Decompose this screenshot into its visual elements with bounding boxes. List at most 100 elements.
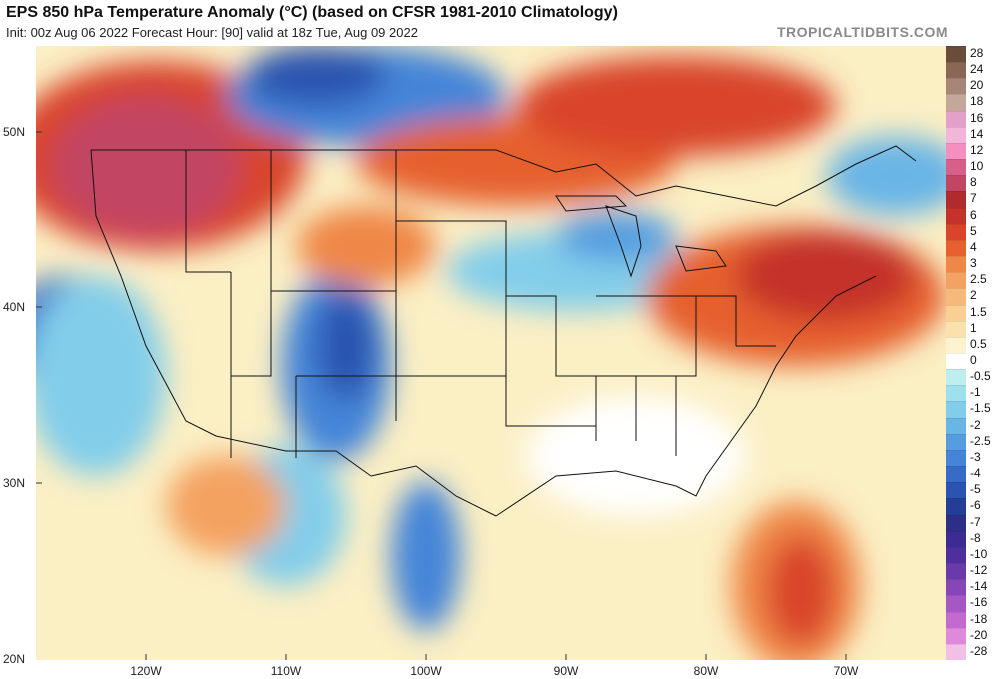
colorbar-label: -12 [970, 563, 988, 578]
colorbar-label: -28 [970, 643, 988, 658]
colorbar-swatch [946, 433, 966, 450]
lat-label-50n: 50N [3, 125, 26, 139]
colorbar-swatch [946, 595, 966, 612]
colorbar-label: 20 [970, 78, 984, 93]
colorbar-swatch [946, 401, 966, 418]
colorbar-entry: 8 [946, 175, 1000, 192]
colorbar-entry: 1.5 [946, 304, 1000, 321]
colorbar-entry: 5 [946, 223, 1000, 240]
colorbar-entry: -1 [946, 385, 1000, 402]
colorbar-swatch [946, 223, 966, 240]
colorbar-swatch [946, 449, 966, 467]
colorbar-label: -0.5 [970, 369, 991, 384]
colorbar-swatch [946, 353, 966, 370]
colorbar-entry: 24 [946, 62, 1000, 79]
colorbar-entry: 18 [946, 94, 1000, 111]
colorbar-swatch [946, 579, 966, 596]
lon-label-100w: 100W [410, 664, 442, 678]
cool-anomaly-mexico [391, 481, 461, 631]
colorbar-label: -7 [970, 514, 981, 529]
site-brand: TROPICALTIDBITS.COM [776, 24, 948, 40]
anomaly-shading [36, 46, 946, 660]
graticule-ticks [36, 131, 847, 660]
colorbar-label: 12 [970, 142, 984, 157]
colorbar-label: 1 [970, 320, 977, 335]
colorbar-entry: 4 [946, 239, 1000, 257]
colorbar-label: 7 [970, 191, 977, 206]
colorbar-swatch [946, 385, 966, 402]
colorbar-swatch [946, 643, 966, 660]
colorbar-label: -2 [970, 417, 981, 432]
colorbar-swatch [946, 498, 966, 515]
colorbar-entry: 3 [946, 256, 1000, 273]
colorbar-swatch [946, 417, 966, 434]
lake-erie [675, 245, 727, 272]
colorbar-label: 6 [970, 207, 977, 222]
warm-anomaly-rockies [296, 206, 436, 286]
colorbar-swatch [946, 239, 966, 257]
colorbar-entry: 16 [946, 110, 1000, 127]
colorbar-entry: -10 [946, 546, 1000, 564]
lon-label-80w: 80W [693, 664, 719, 678]
cool-anomaly-maritimes [826, 136, 946, 216]
political-borders [90, 145, 917, 517]
lat-label-40n: 40N [3, 300, 26, 314]
colorbar-label: 8 [970, 175, 977, 190]
colorbar-swatch [946, 288, 966, 305]
colorbar-swatch [946, 159, 966, 176]
colorbar-label: 2.5 [970, 272, 987, 287]
colorbar-label: 18 [970, 94, 984, 109]
colorbar-label: 3 [970, 256, 977, 271]
warm-core-northeast [736, 231, 916, 321]
colorbar-entry: -1.5 [946, 401, 1000, 418]
colorbar-entry: -16 [946, 595, 1000, 612]
colorbar-entry: -5 [946, 482, 1000, 499]
colorbar-label: -4 [970, 466, 981, 481]
colorbar-label: 0 [970, 353, 977, 367]
colorbar-swatch [946, 207, 966, 224]
warm-core-atlantic [766, 536, 836, 646]
colorbar-label: -5 [970, 482, 981, 497]
colorbar-entry: -3 [946, 449, 1000, 467]
state-borders-west [185, 150, 597, 458]
colorbar-label: -16 [970, 595, 988, 610]
gulf-east-coast [495, 275, 877, 517]
warm-anomaly-core-northwest [51, 96, 241, 236]
lon-label-110w: 110W [270, 664, 302, 678]
colorbar-swatch [946, 530, 966, 547]
great-lakes [555, 195, 727, 278]
colorbar-swatch [946, 563, 966, 580]
colorbar-label: 10 [970, 159, 984, 174]
colorbar-entry: -2.5 [946, 433, 1000, 450]
anomaly-map [36, 46, 946, 660]
anomaly-map-svg [36, 46, 946, 660]
colorbar-label: -14 [970, 579, 988, 594]
lon-label-120w: 120W [130, 664, 162, 678]
colorbar-entry: 2.5 [946, 272, 1000, 289]
colorbar-swatch [946, 256, 966, 273]
colorbar-swatch [946, 304, 966, 321]
colorbar-entry: 28 [946, 46, 1000, 63]
colorbar-entry: -8 [946, 530, 1000, 547]
cool-core-southwest [316, 291, 376, 401]
colorbar-entry: 2 [946, 288, 1000, 305]
colorbar-label: 5 [970, 223, 977, 238]
colorbar-swatch [946, 94, 966, 111]
lat-label-30n: 30N [3, 476, 26, 490]
colorbar-swatch [946, 320, 966, 337]
colorbar-label: -10 [970, 546, 988, 561]
colorbar-label: 2 [970, 288, 977, 303]
colorbar-entry: -12 [946, 563, 1000, 580]
colorbar-entry: -0.5 [946, 369, 1000, 386]
colorbar-label: 28 [970, 46, 984, 60]
colorbar-entry: -28 [946, 643, 1000, 660]
colorbar-label: 1.5 [970, 304, 987, 319]
colorbar-entry: 20 [946, 78, 1000, 95]
colorbar-entry: -4 [946, 466, 1000, 483]
colorbar-swatch [946, 126, 966, 143]
colorbar-entry: 1 [946, 320, 1000, 337]
colorbar-label: 14 [970, 126, 984, 141]
colorbar-entry: 10 [946, 159, 1000, 176]
colorbar-label: -20 [970, 627, 988, 642]
colorbar-swatch [946, 336, 966, 353]
